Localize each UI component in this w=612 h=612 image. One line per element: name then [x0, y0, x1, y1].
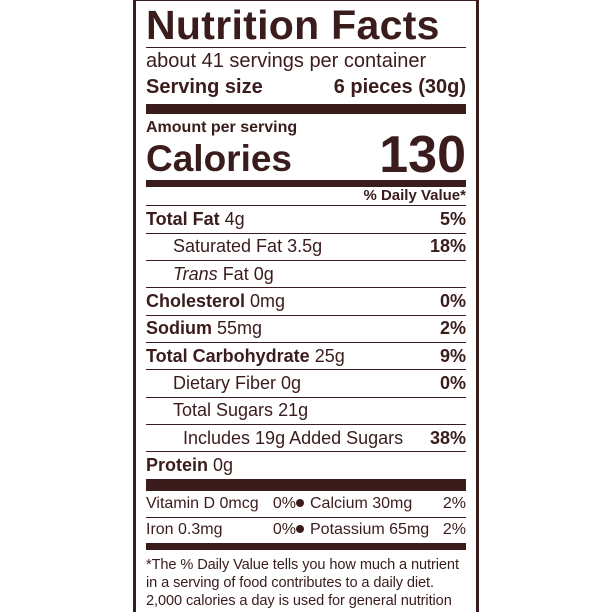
- daily-value: 18%: [429, 236, 466, 257]
- calories-row: Calories 130: [146, 129, 466, 181]
- nutrient-row: Total Carbohydrate 25g 9%: [146, 343, 466, 370]
- rule: [146, 369, 466, 371]
- serving-size-row: Serving size 6 pieces (30g): [146, 74, 466, 100]
- vitamin-label: Vitamin D 0mcg: [146, 495, 259, 513]
- nutrient-prefix: Trans: [173, 263, 218, 284]
- nutrient-row: Total Sugars 21g: [146, 397, 466, 424]
- nutrient-name: Total Carbohydrate: [146, 345, 310, 366]
- nutrient-label: Cholesterol 0mg: [146, 291, 285, 312]
- vitamin-name: Vitamin D 0mcg: [146, 495, 259, 512]
- nutrient-label: Includes 19g Added Sugars: [146, 428, 408, 449]
- rule: [146, 396, 466, 398]
- nutrient-name: Sodium: [146, 318, 212, 339]
- daily-value: 38%: [429, 427, 466, 448]
- vitamin-row: Iron 0.3mg 0% Potassium 65mg 2%: [146, 517, 466, 543]
- vitamin-cell: Iron 0.3mg 0%: [146, 521, 296, 539]
- rule: [146, 423, 466, 425]
- rule: [146, 314, 466, 316]
- nutrient-name: Total Fat: [146, 209, 220, 230]
- daily-value-header: % Daily Value*: [363, 187, 466, 204]
- bullet: [296, 525, 304, 534]
- vitamin-cell: Potassium 65mg 2%: [296, 521, 466, 539]
- thick-rule: [146, 180, 466, 187]
- rule: [146, 260, 466, 262]
- daily-value: 0%: [439, 372, 466, 393]
- nutrient-amount: 25g: [314, 345, 345, 366]
- nutrient-name: Total Sugars: [173, 400, 274, 421]
- amount-per-serving: Amount per serving: [146, 119, 298, 136]
- nutrient-row: Sodium 55mg 2%: [146, 315, 466, 342]
- rule: [146, 47, 466, 48]
- nutrient-amount: 4g: [224, 209, 245, 230]
- nutrient-amount: 0g: [253, 263, 274, 284]
- nutrition-label: Nutrition Facts about 41 servings per co…: [133, 0, 479, 612]
- nutrient-row: Protein 0g: [146, 452, 466, 479]
- nutrient-amount: 21g: [278, 400, 309, 421]
- nutrient-name: Protein: [146, 454, 209, 475]
- vitamin-cell: Calcium 30mg 2%: [296, 495, 466, 513]
- vitamin-label: Iron 0.3mg: [146, 521, 222, 539]
- bullet: [296, 499, 304, 508]
- nutrient-label: Protein 0g: [146, 455, 233, 476]
- title: Nutrition Facts: [146, 2, 440, 48]
- nutrient-label: Total Fat 4g: [146, 209, 245, 230]
- daily-value: 0%: [439, 291, 466, 312]
- nutrient-amount: 55mg: [217, 318, 263, 339]
- nutrient-name: Saturated Fat: [173, 236, 283, 257]
- rule: [146, 342, 466, 343]
- nutrient-row: Dietary Fiber 0g 0%: [146, 370, 466, 397]
- nutrient-label: Saturated Fat 3.5g: [146, 236, 322, 257]
- nutrient-name: Cholesterol: [146, 291, 246, 312]
- vitamin-name: Iron 0.3mg: [146, 521, 223, 538]
- nutrient-label: Total Sugars 21g: [146, 400, 308, 421]
- thick-rule: [146, 104, 466, 114]
- nutrient-amount: 0mg: [250, 291, 286, 312]
- daily-value: 5%: [439, 209, 466, 230]
- vitamin-dv: 2%: [442, 521, 466, 538]
- vitamin-name: Potassium 65mg: [310, 521, 430, 538]
- vitamin-label: Calcium 30mg: [296, 495, 412, 513]
- serving-size-value: 6 pieces (30g): [333, 75, 466, 98]
- rule: [146, 479, 466, 491]
- rule: [146, 287, 466, 289]
- nutrient-label: Total Carbohydrate 25g: [146, 346, 345, 367]
- nutrient-amount: 0g: [281, 372, 302, 393]
- vitamin-label: Potassium 65mg: [296, 521, 429, 539]
- vitamin-cell: Vitamin D 0mcg 0%: [146, 495, 296, 513]
- nutrient-label: Dietary Fiber 0g: [146, 373, 301, 394]
- servings: about 41 servings per container: [146, 50, 427, 72]
- nutrient-name: Includes 19g Added Sugars: [183, 427, 404, 448]
- serving-size-label: Serving size: [146, 75, 263, 98]
- nutrient-name: Fat: [222, 263, 249, 284]
- nutrient-label: Sodium 55mg: [146, 318, 262, 339]
- vitamin-row: Vitamin D 0mcg 0% Calcium 30mg 2%: [146, 491, 466, 517]
- footnote: *The % Daily Value tells you how much a …: [146, 557, 459, 612]
- rule: [146, 543, 466, 550]
- nutrient-row: Total Fat 4g 5%: [146, 206, 466, 233]
- nutrient-row: Trans Fat 0g: [146, 261, 466, 288]
- nutrient-row: Includes 19g Added Sugars 38%: [146, 424, 466, 451]
- vitamin-dv: 0%: [272, 495, 296, 512]
- vitamin-dv: 2%: [442, 495, 466, 512]
- nutrient-name: Dietary Fiber: [173, 372, 277, 393]
- nutrient-amount: 0g: [213, 454, 234, 475]
- nutrient-amount: 3.5g: [287, 236, 323, 257]
- rule: [146, 232, 466, 234]
- vitamin-name: Calcium 30mg: [310, 495, 413, 512]
- rule: [146, 517, 466, 518]
- calories-value: 130: [379, 126, 466, 184]
- calories-label: Calories: [146, 138, 293, 179]
- rule: [146, 205, 466, 206]
- nutrient-row: Saturated Fat 3.5g 18%: [146, 233, 466, 260]
- vitamin-dv: 0%: [272, 521, 296, 538]
- nutrient-label: Trans Fat 0g: [146, 264, 274, 285]
- rule: [146, 451, 466, 453]
- nutrient-row: Cholesterol 0mg 0%: [146, 288, 466, 315]
- daily-value: 2%: [439, 318, 466, 339]
- daily-value: 9%: [439, 345, 466, 366]
